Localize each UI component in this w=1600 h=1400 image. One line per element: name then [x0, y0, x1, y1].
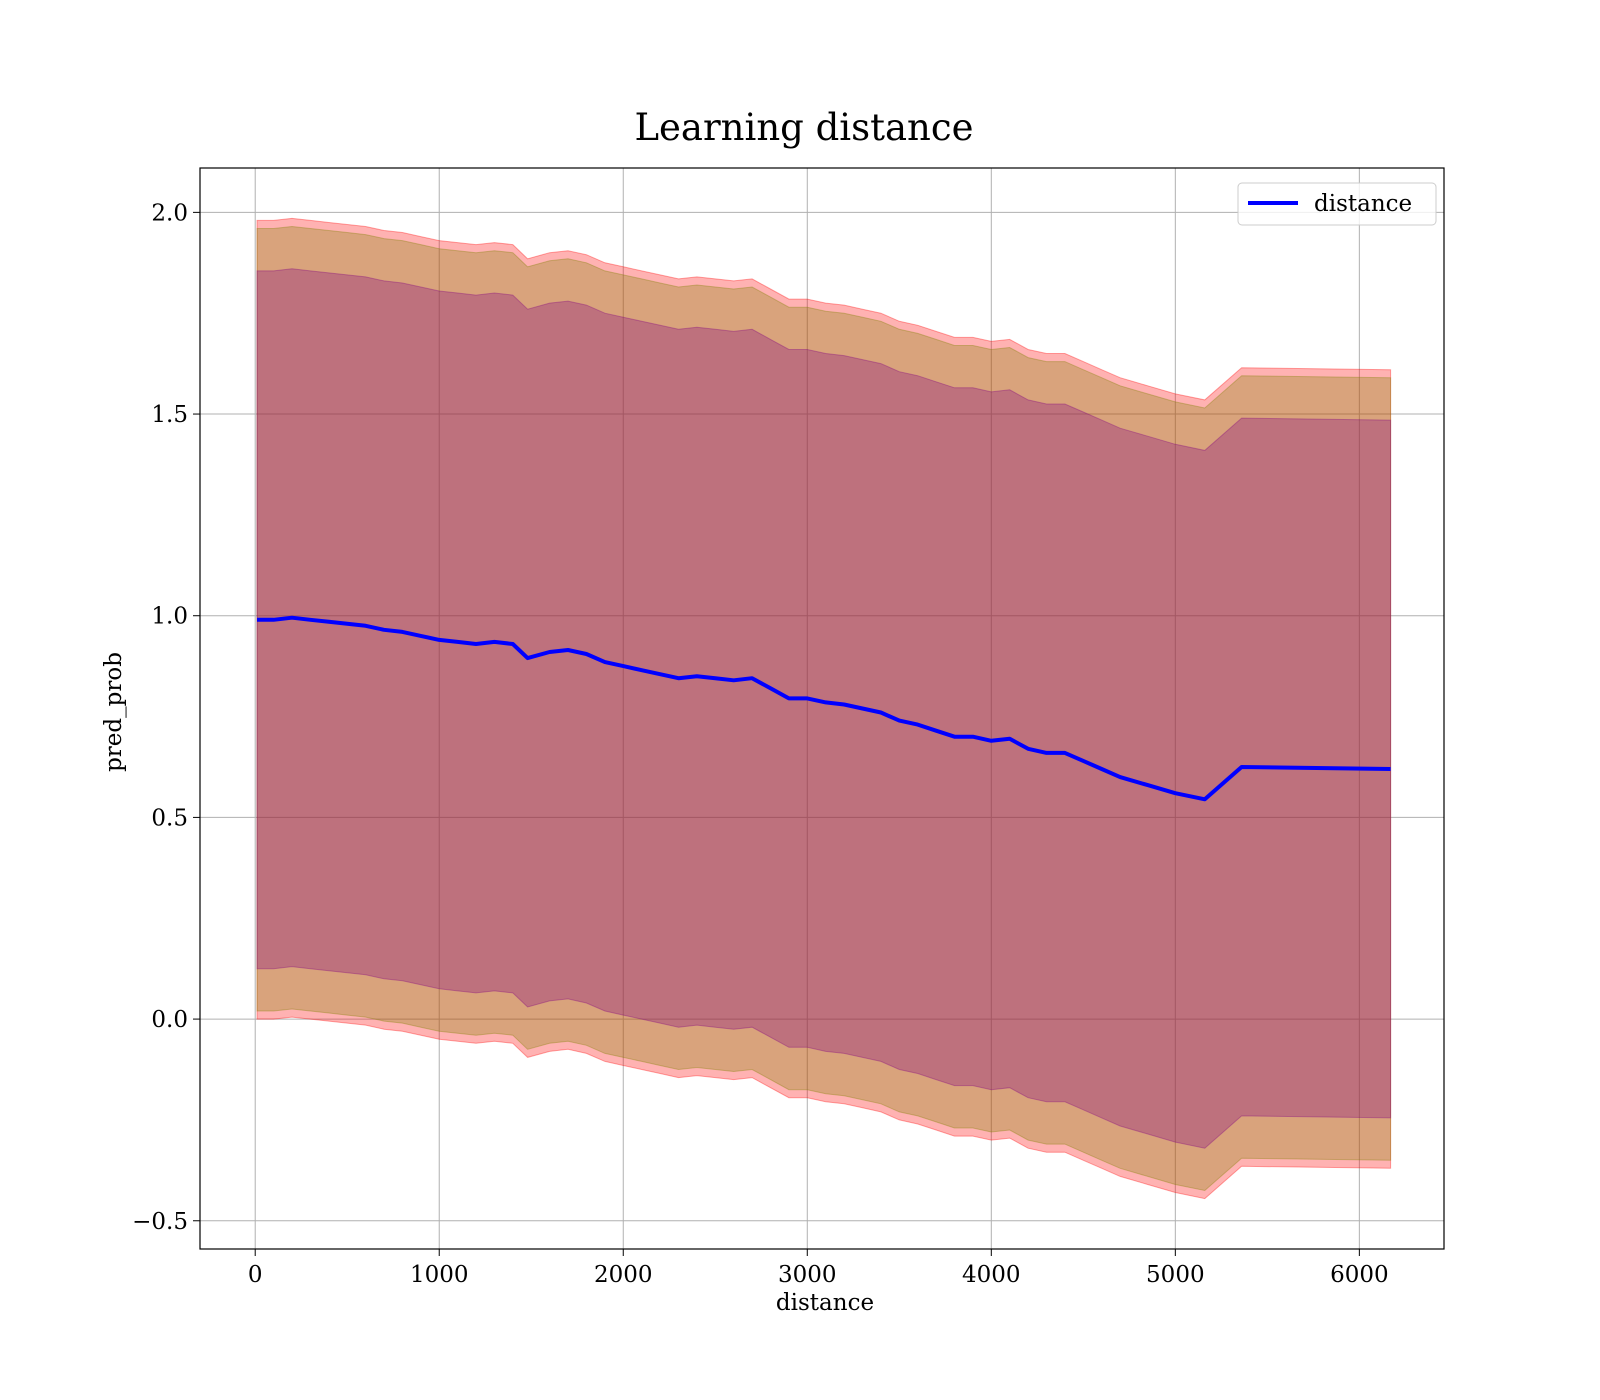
series-line-distance	[257, 615, 1391, 802]
band-outer	[256, 217, 1392, 1200]
x-tick-label: 1000	[410, 1262, 469, 1288]
y-tick-label: 2.0	[151, 200, 188, 226]
x-tick-label: 5000	[1146, 1262, 1205, 1288]
y-tick-label: 1.5	[151, 402, 188, 428]
y-axis-label: pred_prob	[101, 652, 127, 772]
band-middle	[256, 225, 1392, 1192]
chart-title: Learning distance	[634, 106, 973, 149]
y-ticks: −0.5 0.0 0.5 1.0 1.5 2.0	[132, 200, 200, 1235]
x-tick-label: 4000	[962, 1262, 1021, 1288]
legend-entry-distance: distance	[1314, 191, 1412, 217]
grid	[200, 168, 1444, 1249]
x-axis-label: distance	[776, 1290, 874, 1316]
y-tick-label: 0.5	[151, 805, 188, 831]
x-tick-label: 0	[248, 1262, 263, 1288]
axes-frame	[199, 167, 1445, 1250]
legend: distance	[1237, 182, 1437, 226]
x-ticks: 0 1000 2000 3000 4000 5000 6000	[248, 1249, 1389, 1288]
y-tick-label: −0.5	[132, 1209, 188, 1235]
y-tick-label: 0.0	[151, 1007, 188, 1033]
plot-area	[199, 167, 1445, 1250]
series-lines	[257, 615, 1391, 802]
x-tick-label: 2000	[594, 1262, 653, 1288]
y-tick-label: 1.0	[151, 604, 188, 630]
legend-box	[1237, 182, 1437, 226]
band-inner	[256, 268, 1392, 1149]
confidence-bands	[256, 217, 1392, 1200]
x-tick-label: 3000	[778, 1262, 837, 1288]
x-tick-label: 6000	[1330, 1262, 1389, 1288]
